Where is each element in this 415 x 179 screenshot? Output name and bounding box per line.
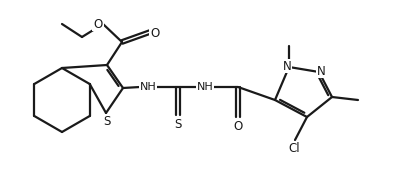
Text: N: N — [317, 64, 325, 78]
Text: NH: NH — [197, 82, 213, 92]
Text: O: O — [150, 26, 160, 40]
Text: Cl: Cl — [288, 142, 300, 156]
Text: S: S — [174, 117, 182, 130]
Text: O: O — [93, 18, 103, 30]
Text: O: O — [233, 120, 243, 132]
Text: N: N — [283, 59, 291, 72]
Text: NH: NH — [139, 82, 156, 92]
Text: S: S — [103, 115, 111, 127]
